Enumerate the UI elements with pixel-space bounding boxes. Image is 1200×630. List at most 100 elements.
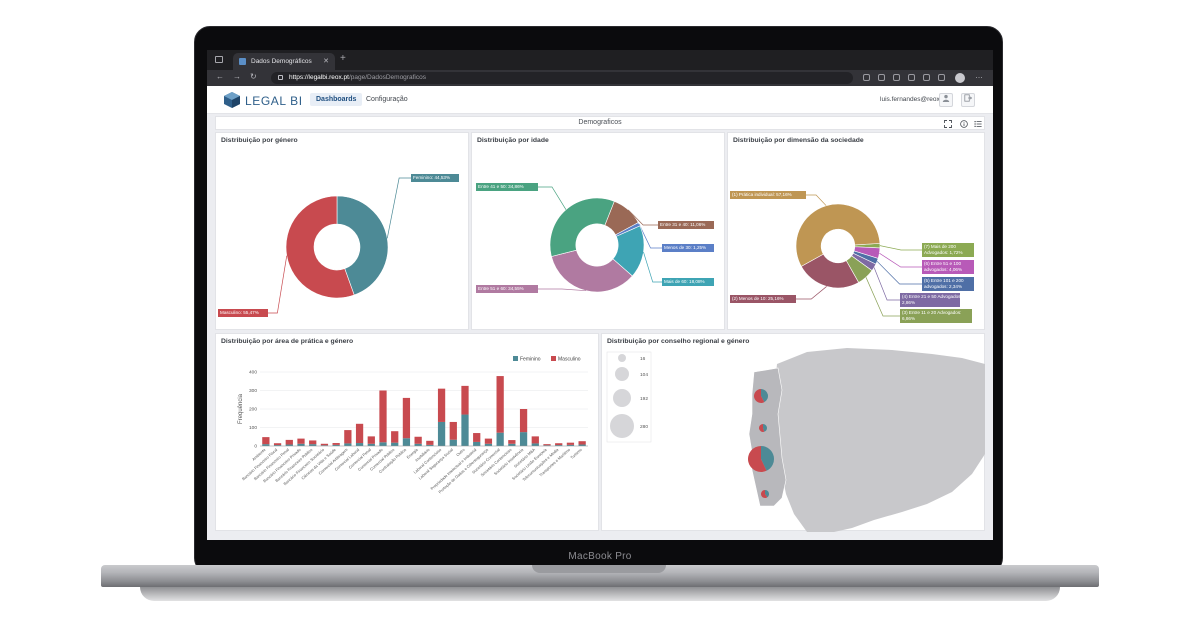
bar-masculino[interactable] bbox=[508, 440, 516, 444]
list-icon[interactable] bbox=[974, 120, 982, 128]
bar-feminino[interactable] bbox=[344, 443, 352, 446]
bar-masculino[interactable] bbox=[473, 433, 481, 442]
bar-masculino[interactable] bbox=[320, 443, 329, 446]
donut-slice[interactable] bbox=[549, 197, 615, 257]
bar-feminino[interactable] bbox=[508, 443, 516, 446]
bar-masculino[interactable] bbox=[379, 390, 387, 443]
bar-feminino[interactable] bbox=[578, 444, 586, 446]
expand-icon[interactable] bbox=[944, 120, 952, 128]
bar-feminino[interactable] bbox=[367, 443, 375, 446]
bar-masculino[interactable] bbox=[414, 436, 422, 444]
bar-masculino[interactable] bbox=[496, 376, 504, 433]
bar-masculino[interactable] bbox=[309, 440, 317, 445]
bar-feminino[interactable] bbox=[285, 444, 293, 446]
bar-feminino[interactable] bbox=[473, 441, 481, 446]
bubble-slice-masculino[interactable] bbox=[748, 446, 767, 472]
bubble-slice-feminino[interactable] bbox=[761, 389, 768, 403]
bar-masculino[interactable] bbox=[449, 421, 457, 440]
bar-masculino[interactable] bbox=[332, 443, 340, 445]
bar-feminino[interactable] bbox=[519, 432, 528, 446]
bar-masculino[interactable] bbox=[262, 437, 270, 445]
address-bar[interactable]: https://legalbi.reox.pt/page/DadosDemogr… bbox=[271, 72, 853, 84]
browser-menu-icon[interactable]: … bbox=[975, 71, 983, 80]
bar-masculino[interactable] bbox=[297, 438, 305, 444]
favorites-icon[interactable] bbox=[893, 74, 900, 81]
bubble-slice-feminino[interactable] bbox=[763, 424, 767, 432]
donut-slice[interactable] bbox=[336, 195, 389, 296]
nav-tab-configuracao[interactable]: Configuração bbox=[366, 96, 408, 103]
bubble-faro[interactable] bbox=[761, 490, 769, 498]
bubble-porto[interactable] bbox=[754, 389, 768, 403]
close-tab-icon[interactable]: ✕ bbox=[323, 58, 329, 65]
bar-feminino[interactable] bbox=[566, 444, 575, 446]
bubble-slice-feminino[interactable] bbox=[765, 490, 769, 498]
apps-icon[interactable] bbox=[878, 74, 885, 81]
collections-icon[interactable] bbox=[923, 74, 930, 81]
window-menu-icon[interactable] bbox=[215, 56, 223, 63]
donut-slice[interactable] bbox=[795, 203, 881, 267]
share-icon[interactable] bbox=[938, 74, 945, 81]
donut-slice[interactable] bbox=[285, 195, 355, 299]
bar-feminino[interactable] bbox=[531, 443, 539, 446]
donut-slice[interactable] bbox=[551, 249, 633, 293]
bubble-slice-masculino[interactable] bbox=[761, 490, 768, 498]
bubble-coimbra[interactable] bbox=[759, 424, 767, 432]
legend-label-masculino[interactable]: Masculino bbox=[558, 356, 581, 362]
bubble-lisboa[interactable] bbox=[748, 446, 774, 472]
bar-masculino[interactable] bbox=[355, 423, 364, 444]
bar-feminino[interactable] bbox=[355, 443, 364, 446]
bar-masculino[interactable] bbox=[437, 388, 446, 422]
browser-tab[interactable]: Dados Demográficos ✕ bbox=[233, 53, 335, 70]
bar-feminino[interactable] bbox=[543, 445, 551, 446]
reload-icon[interactable]: ↻ bbox=[250, 72, 257, 81]
bar-masculino[interactable] bbox=[426, 440, 434, 445]
bar-masculino[interactable] bbox=[543, 444, 551, 446]
gender-donut-chart[interactable]: Feminino: 44,53% Masculino: 55,47% bbox=[216, 133, 470, 331]
bar-feminino[interactable] bbox=[437, 421, 446, 446]
forward-icon[interactable]: → bbox=[233, 72, 241, 81]
donut-slice[interactable] bbox=[800, 253, 860, 289]
bar-masculino[interactable] bbox=[531, 436, 539, 444]
bar-masculino[interactable] bbox=[578, 441, 586, 445]
bar-feminino[interactable] bbox=[297, 443, 305, 446]
bar-feminino[interactable] bbox=[555, 445, 563, 446]
back-icon[interactable]: ← bbox=[216, 72, 224, 81]
bar-masculino[interactable] bbox=[391, 431, 399, 443]
bar-feminino[interactable] bbox=[262, 444, 270, 446]
bar-masculino[interactable] bbox=[273, 443, 282, 446]
regional-map-chart[interactable]: 16 104 192 280 bbox=[602, 334, 986, 532]
info-icon[interactable] bbox=[960, 120, 968, 128]
bar-feminino[interactable] bbox=[273, 445, 282, 446]
user-profile-button[interactable] bbox=[939, 93, 953, 107]
bar-masculino[interactable] bbox=[344, 430, 352, 444]
logout-button[interactable] bbox=[961, 93, 975, 107]
bar-masculino[interactable] bbox=[285, 439, 293, 445]
bubble-slice-masculino[interactable] bbox=[759, 424, 765, 432]
bar-masculino[interactable] bbox=[566, 442, 575, 445]
bar-masculino[interactable] bbox=[519, 409, 528, 433]
bar-feminino[interactable] bbox=[379, 442, 387, 446]
legend-label-feminino[interactable]: Feminino bbox=[520, 356, 541, 362]
user-email[interactable]: luis.fernandes@reox.pt bbox=[880, 96, 947, 103]
bar-masculino[interactable] bbox=[484, 438, 493, 444]
extensions-icon[interactable] bbox=[908, 74, 915, 81]
bar-feminino[interactable] bbox=[461, 414, 469, 446]
bar-feminino[interactable] bbox=[484, 443, 493, 446]
profile-avatar[interactable] bbox=[955, 73, 965, 83]
bubble-slice-masculino[interactable] bbox=[754, 389, 765, 403]
bar-feminino[interactable] bbox=[496, 432, 504, 446]
practice-area-bar-chart[interactable]: 0100200300400FrequênciaAmbienteBancário … bbox=[216, 334, 600, 532]
bar-feminino[interactable] bbox=[414, 443, 422, 446]
bar-masculino[interactable] bbox=[402, 397, 411, 439]
bar-feminino[interactable] bbox=[332, 444, 340, 446]
bar-masculino[interactable] bbox=[461, 385, 469, 415]
bar-feminino[interactable] bbox=[391, 442, 399, 446]
bar-feminino[interactable] bbox=[402, 438, 411, 446]
bubble-slice-feminino[interactable] bbox=[761, 446, 774, 471]
nav-tab-dashboards[interactable]: Dashboards bbox=[310, 93, 363, 106]
bar-masculino[interactable] bbox=[555, 443, 563, 446]
age-donut-chart[interactable]: Entre 31 e 40: 11,06% Menos de 30: 1,25% M… bbox=[472, 133, 726, 331]
search-icon[interactable] bbox=[863, 74, 870, 81]
bar-masculino[interactable] bbox=[367, 436, 375, 444]
